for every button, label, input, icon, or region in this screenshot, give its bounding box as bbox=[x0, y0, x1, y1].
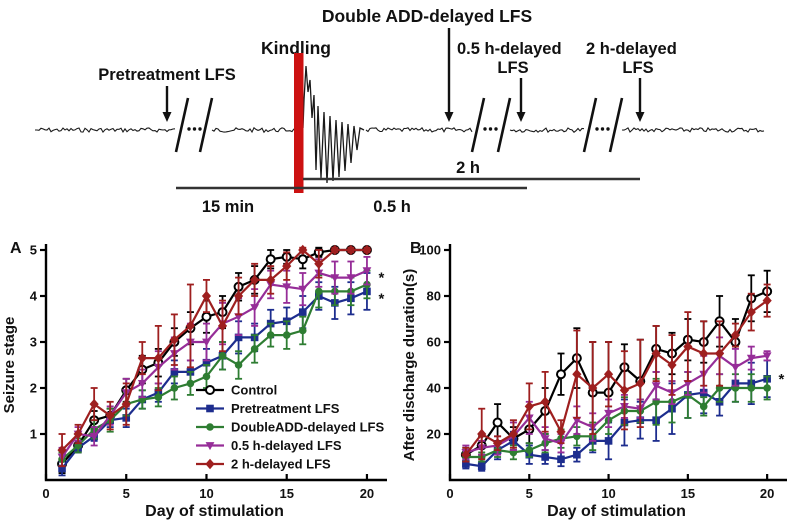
significance-asterisk-0: * bbox=[378, 270, 384, 287]
tick-labels: 1 2 3 4 5 0 5 10 15 20 bbox=[30, 243, 374, 502]
legend-label-0: Control bbox=[231, 383, 277, 398]
half-hour-delayed-label: 0.5 h-delayed bbox=[457, 40, 562, 58]
svg-text:3: 3 bbox=[30, 335, 37, 350]
svg-text:20: 20 bbox=[760, 486, 774, 501]
doubleadd-down-arrow-icon bbox=[444, 28, 454, 122]
legend-label-1: Pretreatment LFS bbox=[231, 401, 340, 416]
svg-text:5: 5 bbox=[123, 486, 130, 501]
kindling-protocol-schematic: Double ADD-delayed LFS Kindling Pretreat… bbox=[35, 6, 765, 216]
half-hour-duration-label: 0.5 h bbox=[373, 198, 411, 216]
fifteen-min-duration-label: 15 min bbox=[202, 198, 254, 216]
series-doubleadd-delayed-lfs bbox=[462, 370, 771, 463]
series-2-h-delayed-lfs bbox=[461, 283, 772, 463]
svg-text:0: 0 bbox=[446, 486, 453, 501]
two-hour-delayed-label: 2 h-delayed bbox=[586, 40, 677, 58]
svg-text:5: 5 bbox=[526, 486, 533, 501]
tick-labels: 20 40 60 80 100 0 5 10 15 20 bbox=[419, 243, 774, 502]
svg-text:10: 10 bbox=[199, 486, 213, 501]
svg-text:5: 5 bbox=[30, 243, 37, 258]
series-0-5-h-delayed-lfs bbox=[461, 336, 772, 461]
half-hour-down-arrow-icon bbox=[516, 78, 526, 122]
two-hour-duration-label: 2 h bbox=[456, 159, 480, 177]
svg-text:40: 40 bbox=[427, 381, 441, 396]
svg-text:100: 100 bbox=[419, 243, 441, 258]
svg-text:0: 0 bbox=[42, 486, 49, 501]
y-axis-title: After discharge duration(s) bbox=[401, 269, 418, 462]
svg-text:15: 15 bbox=[279, 486, 293, 501]
svg-text:15: 15 bbox=[681, 486, 695, 501]
panel-label: B bbox=[410, 240, 422, 257]
svg-text:60: 60 bbox=[427, 335, 441, 350]
series-doubleadd-delayed-lfs bbox=[58, 269, 371, 468]
kindling-stimulus-bar bbox=[294, 53, 304, 193]
series-2-h-delayed-lfs bbox=[57, 244, 372, 468]
eeg-trace bbox=[35, 126, 765, 134]
y-axis-title: Seizure stage bbox=[1, 317, 18, 414]
legend-label-4: 2 h-delayed LFS bbox=[231, 457, 331, 472]
legend-label-3: 0.5 h-delayed LFS bbox=[231, 438, 342, 453]
schematic-title: Double ADD-delayed LFS bbox=[322, 6, 532, 26]
trace-break-marks bbox=[174, 97, 624, 153]
svg-text:4: 4 bbox=[30, 289, 38, 304]
series-0-5-h-delayed-lfs bbox=[57, 255, 372, 468]
svg-text:2: 2 bbox=[30, 381, 37, 396]
legend: Control Pretreatment LFS DoubleADD-delayed… bbox=[196, 383, 384, 472]
legend-label-2: DoubleADD-delayed LFS bbox=[231, 420, 384, 435]
svg-text:80: 80 bbox=[427, 289, 441, 304]
pretreatment-lfs-label: Pretreatment LFS bbox=[98, 66, 236, 84]
afterdischarge-duration-chart: 20 40 60 80 100 0 5 10 15 20 B Day of stimulation Af… bbox=[401, 240, 787, 520]
seizure-stage-chart: 1 2 3 4 5 0 5 10 15 20 Control Pretreatment LFS Doub… bbox=[1, 240, 387, 520]
svg-text:20: 20 bbox=[427, 427, 441, 442]
kindling-label: Kindling bbox=[261, 38, 331, 58]
lfs-label-1: LFS bbox=[497, 59, 528, 77]
significance-asterisk-1: * bbox=[378, 290, 384, 307]
afterdischarge-spikes bbox=[302, 65, 365, 184]
pretreatment-down-arrow-icon bbox=[162, 86, 172, 122]
panel-label: A bbox=[10, 240, 22, 257]
x-axis-title: Day of stimulation bbox=[145, 503, 284, 520]
x-axis-title: Day of stimulation bbox=[547, 503, 686, 520]
two-hour-down-arrow-icon bbox=[635, 78, 645, 122]
svg-text:10: 10 bbox=[601, 486, 615, 501]
charts-row: 1 2 3 4 5 0 5 10 15 20 Control Pretreatment LFS Doub… bbox=[0, 232, 800, 524]
lfs-label-2: LFS bbox=[622, 59, 653, 77]
svg-text:20: 20 bbox=[360, 486, 374, 501]
significance-asterisk-0: * bbox=[778, 371, 784, 388]
svg-text:1: 1 bbox=[30, 427, 37, 442]
